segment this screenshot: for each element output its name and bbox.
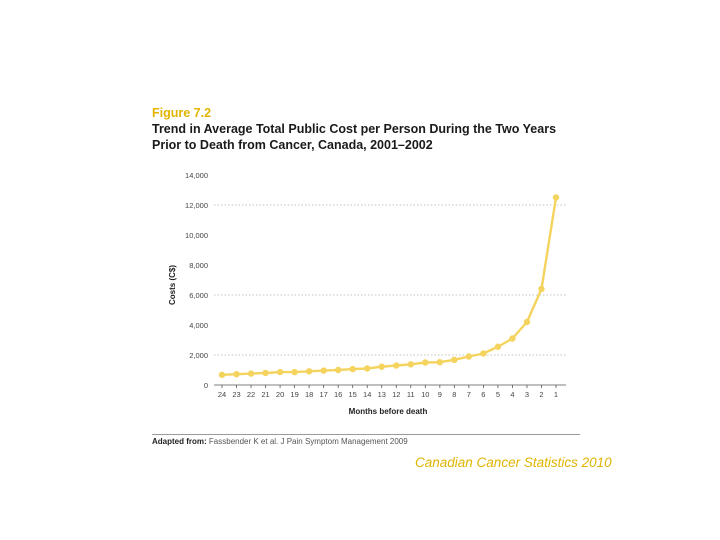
data-point — [378, 363, 385, 370]
figure-title: Trend in Average Total Public Cost per P… — [152, 121, 592, 153]
x-tick-label: 2 — [539, 390, 543, 399]
source-label: Adapted from: — [152, 437, 207, 446]
y-tick-label: 4,000 — [189, 321, 208, 330]
data-point — [233, 371, 240, 378]
data-point — [364, 365, 371, 372]
axis-layer: 0 2,000 4,000 6,000 8,000 10,000 12,000 14,000 2… — [185, 171, 566, 399]
data-point — [349, 365, 356, 373]
data-point — [291, 368, 298, 376]
figure-title-line-2: Prior to Death from Cancer, Canada, 2001… — [152, 138, 433, 152]
x-tick-label: 19 — [290, 390, 298, 399]
x-tick-label: 13 — [378, 390, 386, 399]
data-point — [509, 335, 516, 342]
source-note: Adapted from: Fassbender K et al. J Pain… — [152, 437, 408, 446]
x-tick-label: 22 — [247, 390, 255, 399]
x-tick-label: 4 — [510, 390, 514, 399]
series-layer — [218, 194, 560, 378]
grid-layer — [214, 204, 566, 356]
data-point — [247, 370, 255, 377]
y-tick-label: 0 — [204, 381, 208, 390]
x-tick-label: 3 — [525, 390, 529, 399]
data-point — [276, 368, 284, 376]
x-tick-label: 9 — [438, 390, 442, 399]
data-point — [422, 359, 429, 366]
x-tick-label: 24 — [218, 390, 226, 399]
brand-logo-text: Canadian Cancer Statistics 2010 — [415, 455, 612, 470]
y-tick-label: 6,000 — [189, 291, 208, 300]
figure-title-line-1: Trend in Average Total Public Cost per P… — [152, 122, 557, 136]
y-tick-label: 12,000 — [185, 201, 208, 210]
data-point — [393, 362, 400, 369]
source-text: Fassbender K et al. J Pain Symptom Manag… — [208, 437, 408, 446]
data-point — [494, 343, 502, 350]
y-tick-label: 14,000 — [185, 171, 208, 180]
y-tick-label: 8,000 — [189, 261, 208, 270]
data-point — [480, 350, 487, 357]
data-point — [305, 368, 313, 375]
data-point — [538, 285, 545, 293]
x-tick-label: 11 — [407, 390, 415, 399]
figure-label: Figure 7.2 — [152, 106, 212, 120]
x-tick-label: 6 — [481, 390, 485, 399]
x-tick-label: 16 — [334, 390, 342, 399]
x-tick-label: 8 — [452, 390, 456, 399]
x-tick-label: 12 — [392, 390, 400, 399]
y-axis-label: Costs (C$) — [168, 265, 177, 305]
data-point — [552, 194, 560, 201]
x-tick-label: 7 — [467, 390, 471, 399]
x-tick-label: 14 — [363, 390, 371, 399]
x-tick-label: 10 — [421, 390, 429, 399]
data-point — [436, 359, 444, 366]
x-axis-label: Months before death — [349, 407, 428, 416]
data-point — [320, 367, 327, 374]
y-tick-label: 10,000 — [185, 231, 208, 240]
data-point — [465, 353, 473, 360]
x-tick-label: 23 — [232, 390, 240, 399]
y-tick-label: 2,000 — [189, 351, 208, 360]
x-tick-label: 18 — [305, 390, 313, 399]
x-tick-label: 17 — [319, 390, 327, 399]
data-point — [262, 369, 269, 377]
x-tick-label: 15 — [349, 390, 357, 399]
data-point — [523, 318, 531, 326]
x-tick-label: 5 — [496, 390, 500, 399]
x-tick-label: 20 — [276, 390, 284, 399]
data-point — [451, 356, 458, 363]
data-point — [407, 361, 414, 368]
x-tick-label: 1 — [554, 390, 558, 399]
x-tick-label: 21 — [261, 390, 269, 399]
source-divider — [152, 434, 580, 435]
series-line — [220, 196, 558, 376]
data-point — [334, 366, 342, 374]
data-point — [218, 371, 226, 378]
